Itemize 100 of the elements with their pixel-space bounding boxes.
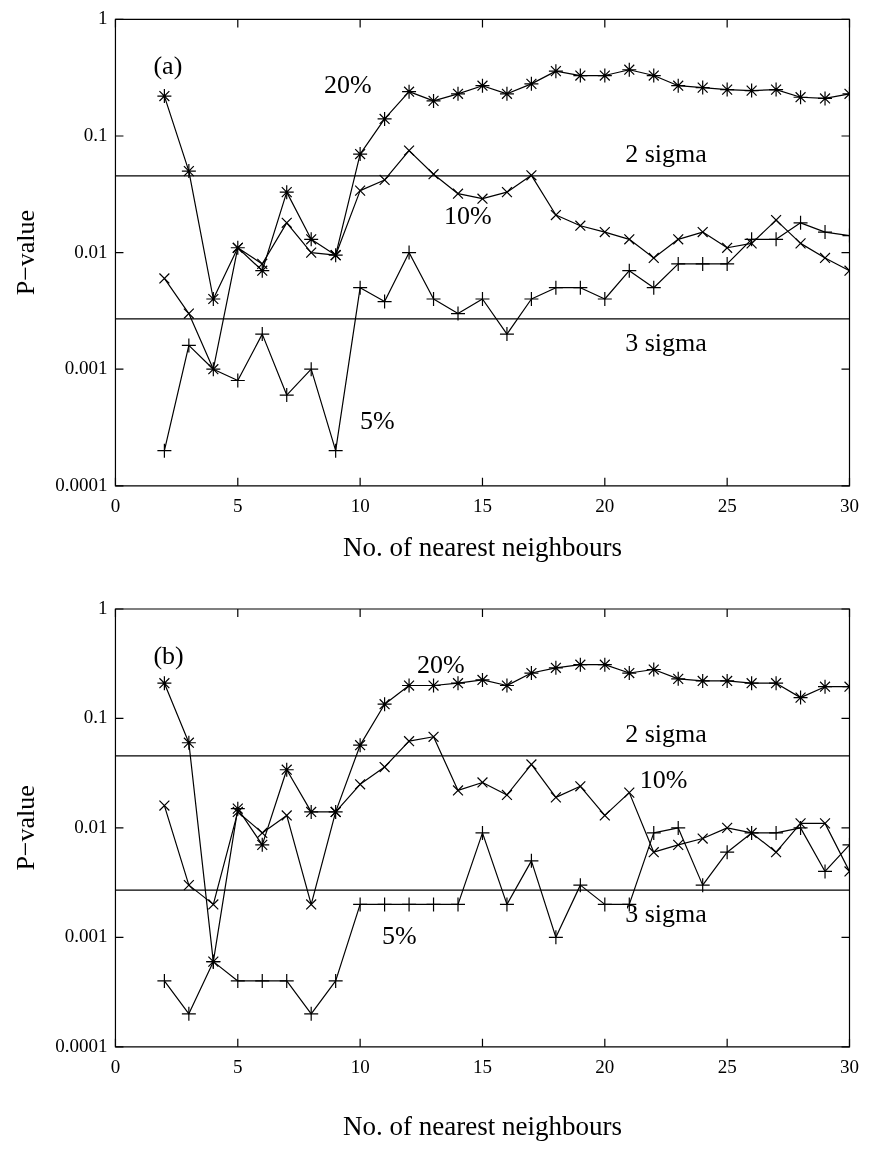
point bbox=[695, 80, 711, 96]
y-tick-label: 1 bbox=[97, 7, 108, 29]
point bbox=[599, 809, 611, 821]
point bbox=[744, 83, 760, 99]
point bbox=[427, 168, 440, 180]
y-tick-label: 0.001 bbox=[64, 925, 108, 947]
point bbox=[377, 696, 393, 712]
point bbox=[158, 800, 170, 812]
point bbox=[770, 846, 782, 858]
point bbox=[156, 88, 172, 104]
point bbox=[476, 193, 489, 205]
point bbox=[379, 174, 391, 186]
point bbox=[770, 214, 782, 226]
point bbox=[450, 675, 466, 691]
point bbox=[501, 789, 513, 801]
point bbox=[401, 677, 417, 694]
point bbox=[377, 111, 393, 127]
point bbox=[744, 675, 760, 691]
x-tick-label: 10 bbox=[350, 1056, 370, 1078]
point bbox=[254, 837, 270, 853]
point bbox=[572, 657, 588, 673]
point bbox=[672, 233, 684, 245]
point bbox=[599, 226, 611, 238]
ref-line-label: 2 sigma bbox=[625, 138, 708, 168]
point bbox=[303, 804, 319, 820]
point bbox=[501, 186, 513, 198]
point bbox=[523, 76, 540, 92]
x-tick-label: 0 bbox=[110, 1056, 121, 1078]
point bbox=[183, 308, 195, 320]
point bbox=[819, 817, 831, 829]
point bbox=[401, 84, 417, 100]
point bbox=[695, 673, 711, 689]
point bbox=[574, 780, 586, 792]
x-tick-label: 30 bbox=[840, 1056, 859, 1078]
x-tick-label: 5 bbox=[233, 495, 243, 517]
annotation: (a) bbox=[153, 51, 183, 81]
point bbox=[379, 761, 391, 773]
point bbox=[648, 252, 660, 264]
point bbox=[476, 776, 489, 789]
point bbox=[183, 879, 195, 891]
point bbox=[670, 671, 686, 687]
point bbox=[525, 169, 537, 181]
point bbox=[256, 827, 268, 839]
point bbox=[427, 731, 440, 743]
series-label: 10% bbox=[639, 764, 688, 794]
x-tick-label: 0 bbox=[110, 495, 121, 517]
series-label: 20% bbox=[324, 69, 372, 99]
x-tick-label: 5 bbox=[233, 1056, 243, 1078]
series-label: 5% bbox=[381, 921, 417, 951]
point bbox=[548, 660, 564, 676]
y-tick-label: 0.0001 bbox=[55, 1034, 108, 1056]
point bbox=[817, 679, 833, 695]
point bbox=[719, 82, 735, 98]
x-tick-label: 10 bbox=[350, 495, 370, 517]
point bbox=[621, 665, 637, 681]
point bbox=[352, 737, 368, 753]
x-axis-title: No. of nearest neighbours bbox=[343, 1110, 622, 1141]
y-tick-label: 1 bbox=[97, 596, 108, 618]
x-tick-label: 20 bbox=[595, 1056, 615, 1078]
point bbox=[450, 86, 466, 102]
point bbox=[279, 762, 295, 778]
point bbox=[623, 787, 635, 799]
point bbox=[672, 839, 684, 851]
x-tick-label: 25 bbox=[717, 495, 737, 517]
point bbox=[795, 237, 807, 249]
point bbox=[574, 220, 586, 232]
ref-line-label: 2 sigma bbox=[625, 718, 708, 748]
point bbox=[354, 185, 366, 197]
point bbox=[354, 778, 366, 790]
y-tick-label: 0.001 bbox=[64, 357, 108, 379]
point bbox=[207, 898, 219, 910]
point bbox=[550, 209, 562, 221]
point bbox=[548, 63, 564, 79]
point bbox=[721, 242, 733, 254]
point bbox=[646, 661, 662, 678]
point bbox=[523, 665, 540, 681]
point bbox=[425, 291, 442, 307]
ref-line-label: 3 sigma bbox=[625, 327, 708, 357]
point bbox=[205, 291, 221, 307]
point bbox=[452, 784, 464, 796]
point bbox=[768, 675, 784, 691]
series-label: 10% bbox=[443, 201, 492, 231]
y-tick-label: 0.01 bbox=[74, 240, 108, 262]
point bbox=[181, 163, 197, 179]
y-axis-title: P−value bbox=[11, 785, 41, 871]
x-tick-label: 20 bbox=[595, 495, 615, 517]
series-label: 5% bbox=[359, 406, 395, 436]
point bbox=[525, 758, 537, 770]
point bbox=[181, 735, 197, 751]
x-tick-label: 30 bbox=[840, 495, 859, 517]
point bbox=[768, 82, 784, 98]
ref-line-label: 3 sigma bbox=[625, 898, 708, 928]
point bbox=[452, 188, 464, 200]
point bbox=[697, 226, 709, 238]
point bbox=[499, 677, 515, 694]
point bbox=[792, 690, 809, 706]
point bbox=[648, 846, 660, 858]
point bbox=[817, 90, 833, 107]
point bbox=[646, 67, 662, 84]
point bbox=[403, 735, 415, 747]
